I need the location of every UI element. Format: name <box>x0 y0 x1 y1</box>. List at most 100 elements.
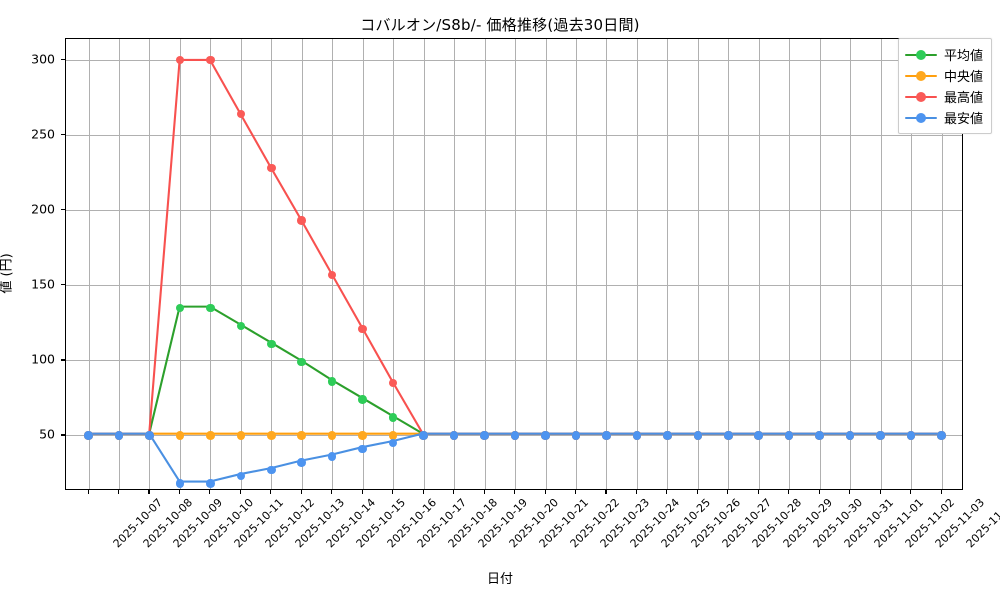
x-axis-tick-mark <box>788 490 790 494</box>
data-point-marker <box>358 395 367 404</box>
data-point-marker <box>358 324 367 334</box>
grid-line-vertical <box>362 39 364 489</box>
grid-line-vertical <box>667 39 669 489</box>
x-axis-tick-mark <box>727 490 729 494</box>
data-point-marker <box>297 458 306 467</box>
x-axis-tick-mark <box>635 490 638 494</box>
y-axis-tick-label: 50 <box>39 426 55 442</box>
data-point-marker <box>114 431 124 440</box>
x-axis-tick-mark <box>910 490 912 494</box>
y-axis-tick-label: 150 <box>31 276 55 292</box>
data-point-marker <box>236 431 246 440</box>
grid-line-horizontal <box>66 135 962 137</box>
y-axis-tick-label: 300 <box>31 51 55 67</box>
grid-line-vertical <box>636 39 638 489</box>
data-point-marker <box>236 321 246 331</box>
y-axis-tick-label: 100 <box>31 351 55 367</box>
data-point-marker <box>267 163 276 173</box>
grid-line-vertical <box>758 39 760 489</box>
data-point-marker <box>876 431 885 440</box>
x-axis-tick-mark <box>605 490 607 494</box>
y-axis-tick-mark <box>61 59 65 61</box>
data-point-marker <box>236 109 246 119</box>
series-markers <box>66 39 962 489</box>
x-axis-tick-mark <box>331 490 333 494</box>
grid-line-vertical <box>240 39 242 489</box>
legend-item-label: 中央値 <box>943 70 983 85</box>
grid-line-vertical <box>697 39 699 489</box>
legend-item-label: 最高値 <box>943 91 983 106</box>
data-point-marker <box>267 339 276 349</box>
y-axis-tick-labels: 50 100 150 200 250 300 <box>0 0 65 600</box>
grid-line-vertical <box>789 39 791 489</box>
x-axis-label: 日付 <box>486 572 513 587</box>
legend-item-label: 最安値 <box>943 112 983 127</box>
grid-line-vertical <box>575 39 577 489</box>
data-point-marker <box>724 431 733 440</box>
data-point-marker <box>388 438 398 448</box>
x-axis-tick-mark <box>696 490 698 494</box>
data-point-marker <box>388 413 398 422</box>
legend-item-3[interactable]: 最安値 <box>904 107 983 128</box>
data-point-marker <box>541 431 550 440</box>
x-axis-tick-mark <box>483 490 485 494</box>
y-axis-tick-label: 250 <box>31 126 55 142</box>
grid-line-vertical <box>819 39 821 489</box>
data-point-marker <box>784 431 794 440</box>
x-axis-tick-mark <box>544 490 546 494</box>
data-point-marker <box>663 431 672 440</box>
x-axis-tick-mark <box>270 490 272 494</box>
chart-title: コバルオン/S8b/- 価格推移(過去30日間) <box>360 16 640 34</box>
x-axis-tick-mark <box>422 490 424 494</box>
grid-lines <box>66 39 962 489</box>
y-axis-tick-mark <box>61 434 65 436</box>
grid-line-vertical <box>545 39 547 489</box>
legend-swatch-icon <box>904 70 937 82</box>
data-point-marker <box>327 431 337 440</box>
grid-line-vertical <box>941 39 943 489</box>
data-point-marker <box>297 431 306 440</box>
data-point-marker <box>419 431 428 440</box>
grid-line-vertical <box>271 39 273 489</box>
legend-swatch-icon <box>904 91 937 103</box>
data-point-marker <box>175 431 185 440</box>
data-point-marker <box>358 444 367 454</box>
y-axis-tick-mark <box>61 284 65 286</box>
grid-line-vertical <box>332 39 334 489</box>
data-point-marker <box>388 378 398 388</box>
data-point-marker <box>206 479 215 488</box>
grid-line-horizontal <box>66 60 962 61</box>
grid-line-vertical <box>149 39 151 489</box>
data-point-marker <box>602 431 611 440</box>
data-point-marker <box>84 431 93 440</box>
data-point-marker <box>297 357 306 367</box>
legend-item-2[interactable]: 最高値 <box>904 86 983 107</box>
x-axis-tick-mark <box>239 490 241 494</box>
data-point-marker <box>632 431 642 440</box>
x-axis-tick-mark <box>178 490 181 494</box>
data-point-marker <box>510 431 520 440</box>
data-point-marker <box>327 270 337 280</box>
data-point-marker <box>693 431 703 440</box>
x-axis-tick-mark <box>209 490 211 494</box>
data-point-marker <box>175 479 185 488</box>
legend-item-0[interactable]: 平均値 <box>904 44 983 65</box>
x-axis-tick-mark <box>148 490 150 494</box>
chart-legend: 平均値中央値最高値最安値 <box>897 38 992 134</box>
x-axis-tick-mark <box>453 490 455 494</box>
legend-item-1[interactable]: 中央値 <box>904 65 983 86</box>
x-axis-tick-mark <box>361 490 363 494</box>
grid-line-vertical <box>393 39 395 489</box>
data-point-marker <box>236 471 246 481</box>
x-axis-tick-mark <box>87 490 89 494</box>
data-point-marker <box>388 431 398 440</box>
x-axis-tick-mark <box>757 490 759 494</box>
x-axis-tick-mark <box>300 490 302 494</box>
grid-line-vertical <box>118 39 120 489</box>
data-point-marker <box>906 431 916 440</box>
y-axis-tick-marks <box>0 0 65 600</box>
data-point-marker <box>206 431 215 440</box>
grid-line-vertical <box>850 39 852 489</box>
data-point-marker <box>815 431 824 440</box>
grid-line-vertical <box>911 39 913 489</box>
